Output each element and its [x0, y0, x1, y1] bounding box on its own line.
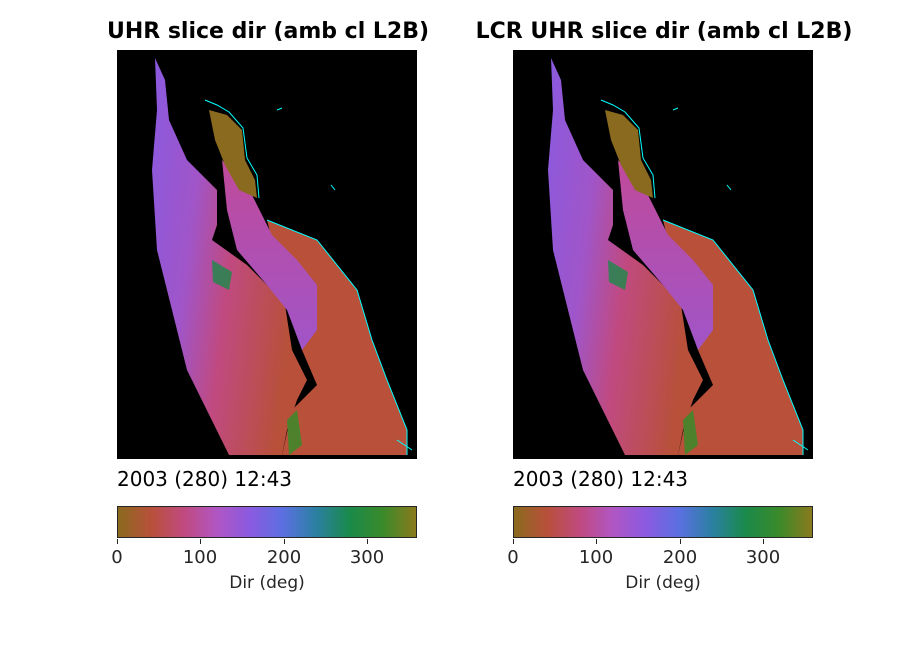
colorbar-tick-mark: [513, 539, 514, 544]
colorbar-tick-mark: [596, 539, 597, 544]
colorbar-tick-label: 0: [507, 547, 519, 568]
colorbar-tick-label: 200: [662, 547, 698, 568]
colorbar-label: Dir (deg): [229, 573, 305, 593]
wind-direction-map: [513, 50, 813, 459]
timestamp-label: 2003 (280) 12:43: [117, 467, 293, 491]
colorbar-tick-mark: [763, 539, 764, 544]
colorbar: [513, 506, 813, 538]
colorbar-label: Dir (deg): [625, 573, 701, 593]
colorbar-tick-mark: [117, 539, 118, 544]
colorbar: [117, 506, 417, 538]
colorbar-tick-label: 100: [182, 547, 218, 568]
colorbar-tick-mark: [200, 539, 201, 544]
colorbar-tick-mark: [284, 539, 285, 544]
colorbar-tick-label: 300: [349, 547, 385, 568]
colorbar-tick-label: 0: [111, 547, 123, 568]
colorbar-ticks: [117, 539, 417, 545]
wind-direction-image: [548, 58, 809, 455]
colorbar-tick-label: 300: [745, 547, 781, 568]
colorbar-tick-label: 200: [266, 547, 302, 568]
colorbar-ticks: [513, 539, 813, 545]
panel-title: UHR slice dir (amb cl L2B): [106, 19, 430, 44]
colorbar-tick-mark: [680, 539, 681, 544]
coastline: [600, 99, 809, 455]
colorbar-tick-mark: [367, 539, 368, 544]
coastline: [204, 99, 413, 455]
panel-title: LCR UHR slice dir (amb cl L2B): [475, 19, 853, 44]
colorbar-tick-label: 100: [578, 547, 614, 568]
wind-direction-image: [152, 58, 413, 455]
wind-direction-map: [117, 50, 417, 459]
timestamp-label: 2003 (280) 12:43: [513, 467, 689, 491]
